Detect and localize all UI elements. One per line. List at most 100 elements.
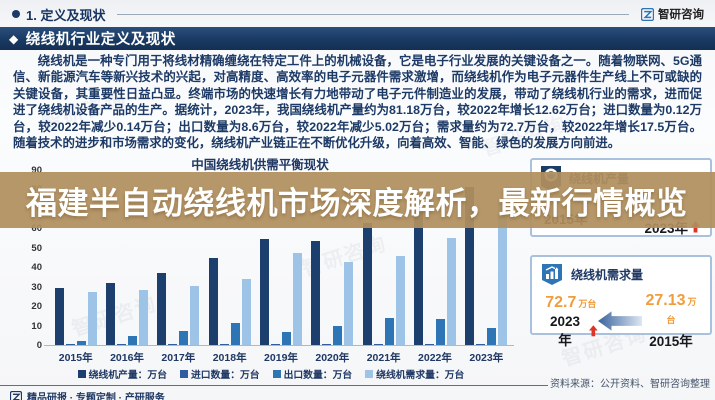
- demand-2023-stat: 72.7 万台 2023年: [544, 294, 598, 349]
- kicker-label: 1. 定义及现状: [26, 7, 106, 23]
- body-paragraph: 绕线机是一种专门用于将线材精确缠绕在特定工件上的机械设备，它是电子行业发展的关键…: [13, 54, 702, 151]
- growth-chart-badge-icon: [542, 264, 562, 285]
- overlay-title-banner: 福建半自动绕线机市场深度解析，最新行情概览: [0, 172, 715, 228]
- y-tick-label: 90: [31, 165, 42, 176]
- legend-label: 绕线机需求量：万台: [376, 370, 465, 381]
- bar: [292, 253, 302, 345]
- footer-logo-icon: [10, 390, 22, 400]
- chart-baseline: [44, 345, 514, 346]
- legend-item: 进口数量：万台: [180, 367, 260, 381]
- bar: [424, 344, 434, 345]
- bar: [322, 344, 332, 345]
- bar: [476, 344, 486, 345]
- bar-group-2015年: [50, 170, 101, 345]
- legend-label: 绕线机产量：万台: [88, 370, 168, 381]
- demand-2015-value: 27.13: [645, 292, 686, 309]
- diamond-icon: ◆: [9, 31, 19, 46]
- panel-demand-stats: 72.7 万台 2023年 27.13 万: [532, 286, 710, 350]
- bar: [270, 344, 280, 345]
- legend-color-chip: [365, 370, 374, 378]
- y-tick-label: 10: [31, 320, 42, 332]
- chart-legend: 绕线机产量：万台 进口数量：万台 出口数量：万台 绕线机需求量：万台: [28, 367, 514, 381]
- bar: [116, 344, 126, 345]
- footer-tagline: 精品研报 · 专题定制 · 产研服务: [10, 389, 165, 400]
- bar: [208, 257, 218, 345]
- demand-2023-value: 72.7: [545, 293, 577, 311]
- legend-color-chip: [77, 370, 86, 378]
- bar: [446, 237, 456, 345]
- bar: [105, 282, 115, 345]
- bar: [65, 344, 75, 345]
- demand-2015-stat: 27.13 万台 2015年: [642, 292, 700, 350]
- bar: [281, 331, 291, 345]
- legend-label: 出口数量：万台: [283, 370, 353, 381]
- bar: [87, 292, 97, 345]
- y-tick-label: 0: [36, 340, 42, 351]
- demand-left-year: 2023年: [549, 313, 580, 348]
- bar-group-2023年: [461, 170, 512, 345]
- bar: [435, 318, 445, 345]
- y-tick-label: 50: [31, 242, 42, 254]
- footer-tagline-text: 精品研报 · 专题定制 · 产研服务: [27, 393, 165, 400]
- panel-demand-header: 绕线机需求量: [532, 257, 710, 286]
- bar: [157, 273, 167, 345]
- legend-label: 进口数量：万台: [191, 370, 260, 381]
- bar-group-2021年: [358, 170, 409, 345]
- bar: [219, 344, 229, 345]
- section-title: 绕线机行业定义及现状: [25, 32, 176, 48]
- bar: [179, 331, 189, 345]
- demand-2023-unit: 万台: [578, 298, 597, 309]
- x-tick-label: 2023年: [469, 352, 504, 364]
- chart-x-axis: 2015年 2016年 2017年 2018年 2019年 2020年 2021年 2022年…: [50, 350, 512, 365]
- bar: [76, 340, 86, 345]
- demand-2015-unit: 万台: [666, 297, 697, 325]
- legend-item: 出口数量：万台: [272, 367, 353, 381]
- footer-divider: [0, 385, 548, 386]
- x-tick-label: 2018年: [212, 352, 247, 364]
- bar: [311, 240, 321, 345]
- bar: [259, 239, 269, 345]
- x-tick-label: 2020年: [315, 352, 350, 364]
- brand-logo: 智研咨询: [641, 6, 704, 22]
- bar: [465, 187, 475, 345]
- legend-color-chip: [180, 370, 189, 378]
- section-header: ◆ 绕线机行业定义及现状: [0, 27, 715, 50]
- bar: [333, 325, 343, 345]
- bar-group-2020年: [307, 170, 358, 345]
- bar-group-2018年: [204, 170, 255, 345]
- bullet-dot-icon: [12, 10, 20, 18]
- x-tick-label: 2019年: [264, 352, 298, 364]
- legend-color-chip: [272, 370, 281, 378]
- kicker-row: 1. 定义及现状 智研咨询: [12, 6, 704, 23]
- y-tick-label: 20: [31, 301, 42, 313]
- bar: [190, 285, 200, 345]
- bar: [413, 211, 423, 345]
- bar-group-2019年: [255, 170, 306, 345]
- x-tick-label: 2021年: [366, 352, 401, 364]
- y-tick-label: 40: [31, 262, 42, 274]
- bar: [362, 222, 372, 345]
- legend-item: 绕线机需求量：万台: [365, 367, 464, 381]
- bar-chart: [50, 170, 512, 345]
- bar: [241, 278, 251, 345]
- source-note: 资料来源：公开资料、智研咨询整理: [550, 379, 710, 390]
- y-tick-label: 30: [31, 281, 42, 293]
- bar: [138, 289, 148, 345]
- bar: [384, 318, 394, 345]
- bar: [373, 344, 383, 345]
- bar: [230, 323, 240, 345]
- bar: [487, 328, 497, 345]
- brand-name: 智研咨询: [658, 9, 704, 21]
- stat-panel-demand: 绕线机需求量 72.7 万台 2023年: [530, 255, 712, 349]
- brand-logo-icon: [641, 7, 654, 21]
- bar: [344, 261, 354, 345]
- bar: [168, 344, 178, 345]
- bar: [498, 203, 508, 345]
- divider-line: [117, 13, 629, 15]
- x-tick-label: 2015年: [58, 352, 93, 364]
- left-arrow-icon: [597, 311, 643, 331]
- x-tick-label: 2016年: [110, 352, 144, 364]
- bar-group-2022年: [409, 170, 460, 345]
- x-tick-label: 2017年: [161, 352, 196, 364]
- demand-right-year: 2015年: [649, 334, 693, 349]
